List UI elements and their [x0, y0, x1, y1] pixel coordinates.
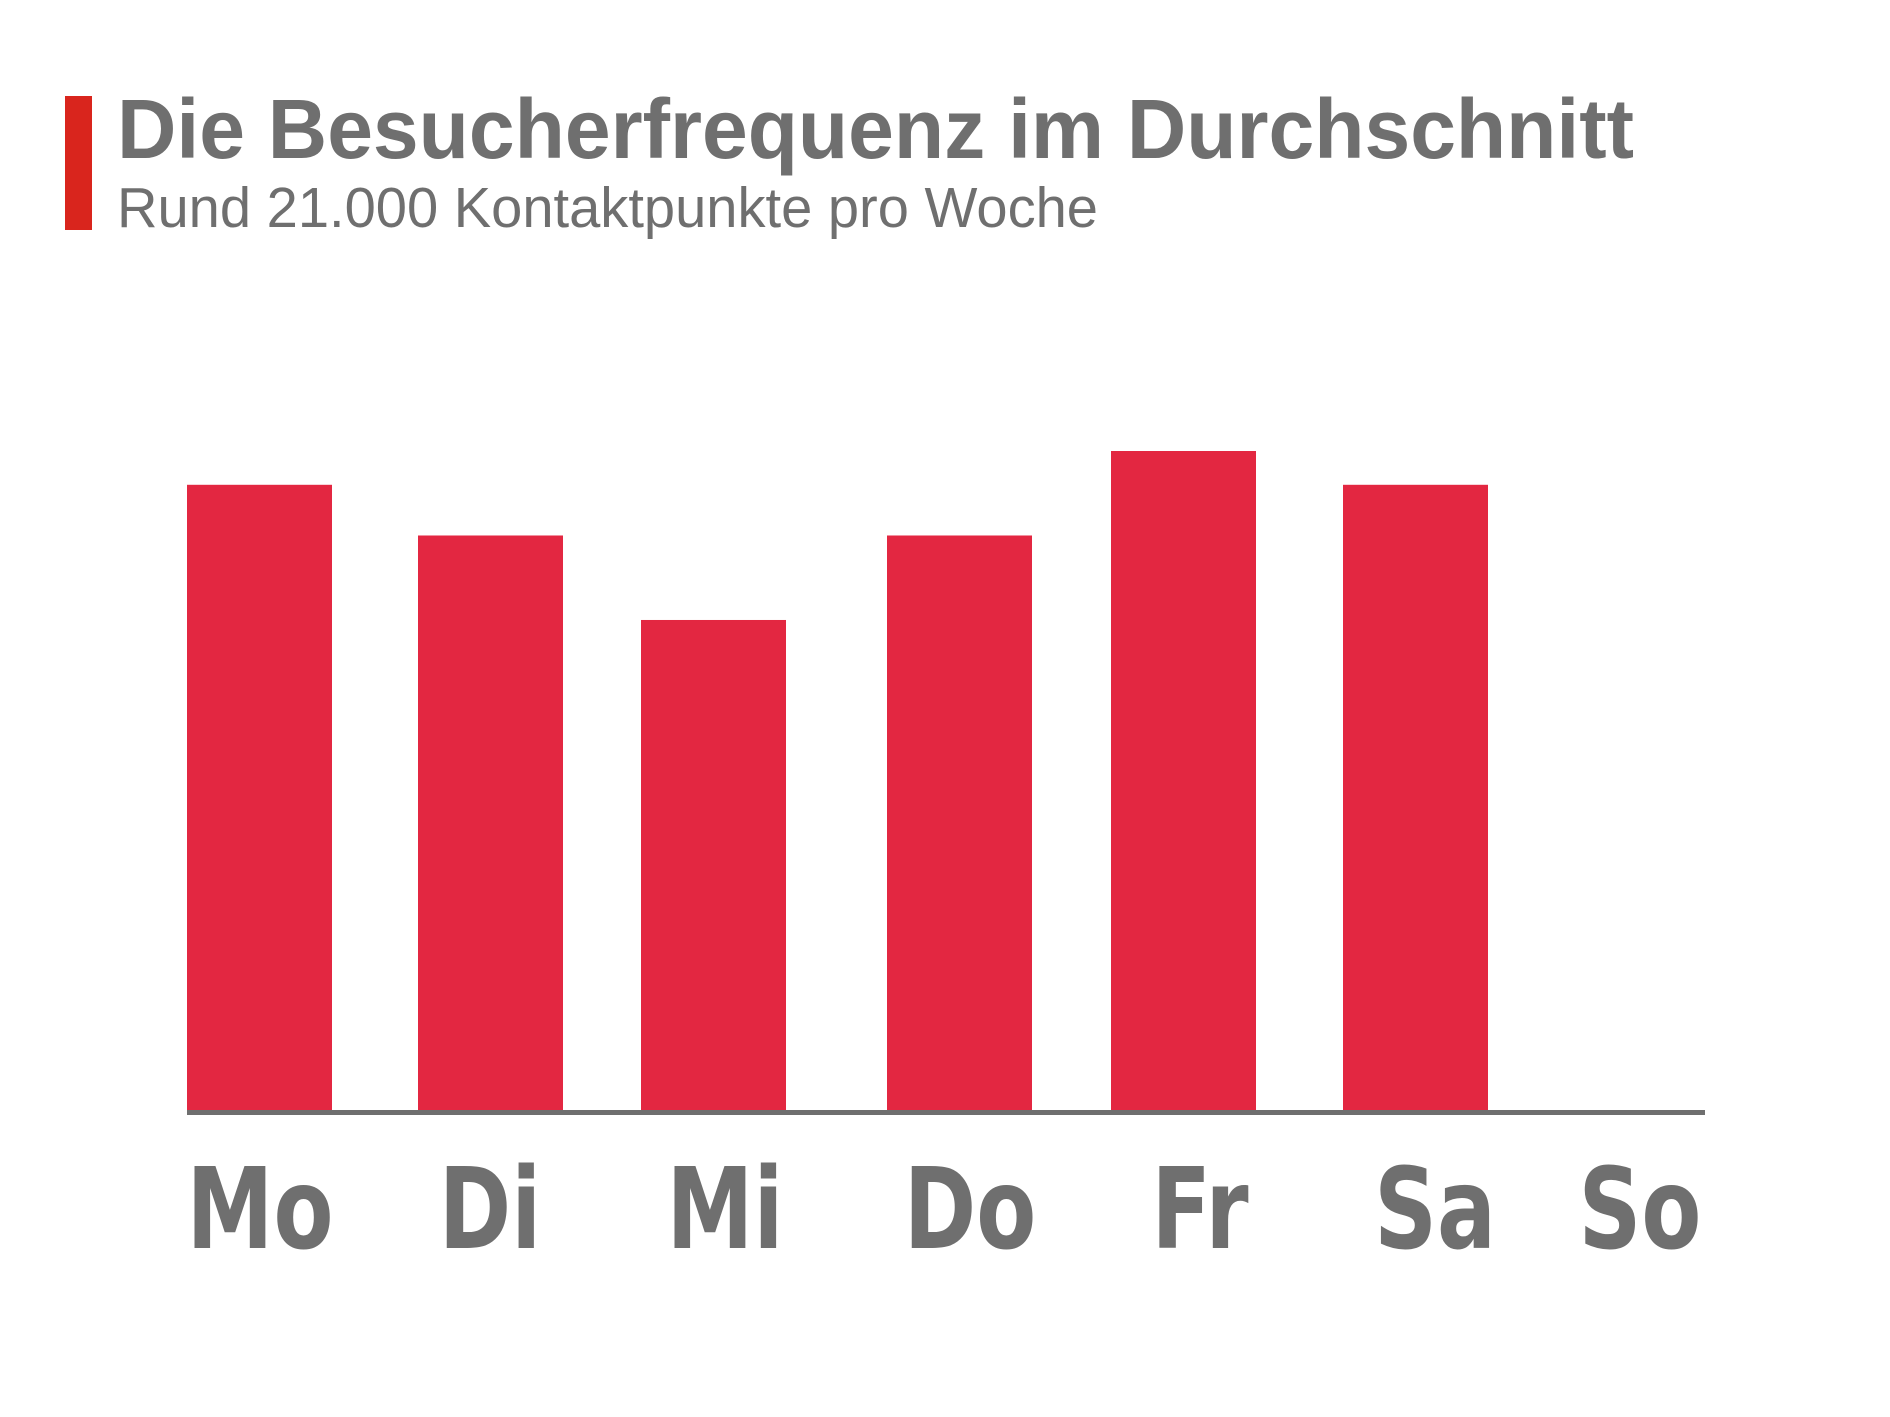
- bar-sa: [1343, 484, 1488, 1110]
- x-axis-line: [187, 1110, 1705, 1115]
- x-label-mo: Mo: [187, 1144, 334, 1274]
- bar-do: [887, 535, 1032, 1110]
- x-label-so: So: [1579, 1144, 1702, 1274]
- bar-mo: [187, 484, 332, 1110]
- bar-di: [418, 535, 563, 1110]
- x-label-do: Do: [904, 1144, 1037, 1274]
- x-axis-labels: Mo Di Mi Do Fr Sa So: [187, 1144, 1702, 1274]
- x-label-sa: Sa: [1374, 1144, 1496, 1274]
- x-label-fr: Fr: [1151, 1144, 1249, 1274]
- chart-header: Die Besucherfrequenz im Durchschnitt Run…: [65, 82, 1634, 240]
- x-label-di: Di: [439, 1144, 541, 1274]
- bar-mi: [641, 619, 786, 1110]
- x-label-mi: Mi: [667, 1144, 784, 1274]
- chart-subtitle: Rund 21.000 Kontaktpunkte pro Woche: [117, 176, 1098, 240]
- bar-series: [187, 451, 1488, 1110]
- title-accent-bar: [65, 96, 92, 230]
- bar-fr: [1111, 451, 1256, 1110]
- chart-title: Die Besucherfrequenz im Durchschnitt: [117, 82, 1634, 176]
